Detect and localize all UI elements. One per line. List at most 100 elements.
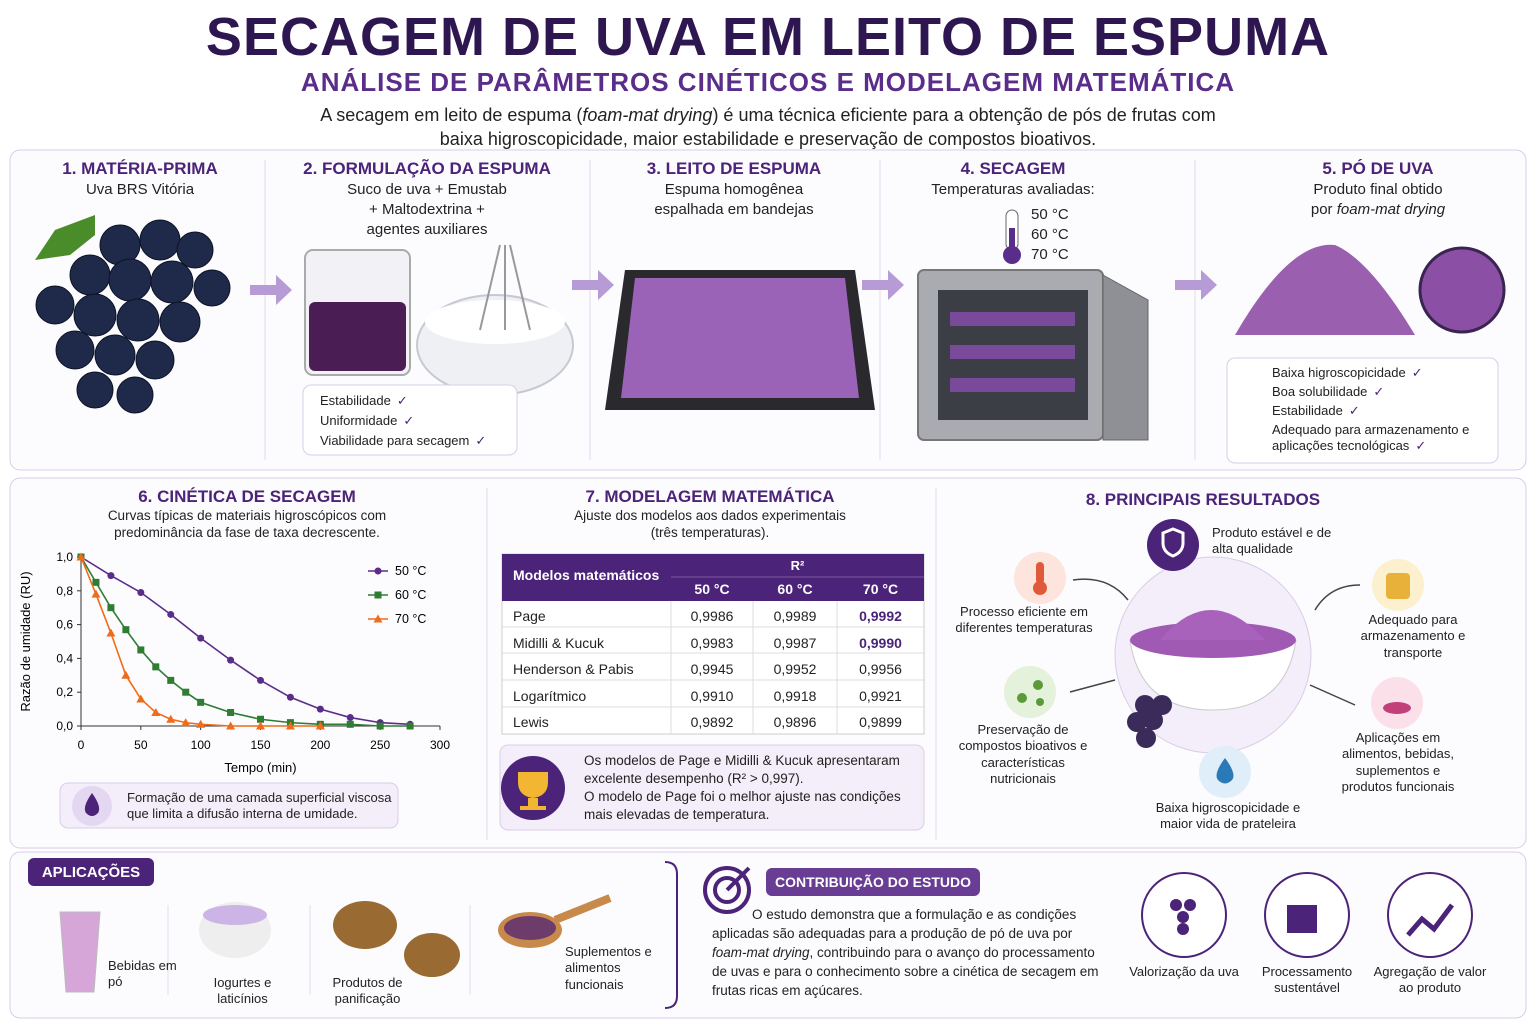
illustration	[1177, 923, 1189, 935]
illustration	[1004, 666, 1056, 718]
temperature: 50 °C	[1031, 206, 1069, 223]
illustration	[725, 866, 751, 892]
table-header: R²	[790, 558, 805, 573]
data-point	[91, 589, 101, 598]
intro: A secagem em leito de espuma (foam-mat d…	[300, 103, 1236, 151]
illustration	[504, 916, 556, 940]
data-point	[196, 719, 206, 728]
illustration	[713, 876, 741, 904]
data-point	[167, 676, 175, 684]
legend-label: 60 °C	[395, 588, 426, 602]
conclusion: Os modelos de Page e Midilli & Kucuk apr…	[584, 752, 919, 824]
x-tick-label: 50	[134, 738, 148, 752]
illustration	[116, 298, 160, 342]
table-cell: 0,9986	[690, 608, 734, 624]
application: Suplementos e alimentos funcionais	[565, 944, 652, 992]
y-tick-label: 0,2	[56, 685, 73, 699]
data-point	[107, 572, 115, 580]
check-icon: ✓	[475, 433, 487, 448]
check-item: Viabilidade para secagem ✓	[320, 433, 510, 449]
data-point	[285, 721, 295, 730]
table-cell: 0,9899	[859, 714, 902, 730]
data-point	[316, 705, 324, 713]
check-item: Baixa higroscopicidade ✓	[1272, 365, 1482, 381]
illustration	[950, 312, 1075, 392]
illustration	[950, 345, 1075, 359]
check-item: Uniformidade ✓	[320, 413, 510, 429]
illustration	[264, 160, 1196, 460]
table-cell: 0,9990	[859, 634, 902, 651]
conclusion-text: O modelo de Page foi o melhor ajuste nas…	[584, 789, 901, 822]
illustration	[193, 269, 231, 307]
benefit: Agregação de valor ao produto	[1373, 964, 1487, 996]
data-point	[227, 656, 235, 664]
data-point	[197, 634, 205, 642]
step-desc-text: por	[1310, 201, 1337, 218]
table-cell: Page	[513, 608, 546, 624]
illustration	[135, 340, 175, 380]
data-point	[257, 715, 264, 723]
data-point	[226, 721, 236, 730]
check-icon: ✓	[1411, 365, 1423, 380]
illustration	[1406, 903, 1454, 937]
illustration	[76, 371, 114, 409]
illustration	[1009, 228, 1015, 254]
table-header: 50 °C	[694, 581, 730, 597]
illustration	[73, 293, 117, 337]
illustration	[1017, 680, 1044, 706]
data-point	[181, 718, 191, 727]
result-item: Preservação de compostos bioativos e car…	[958, 722, 1088, 786]
application: Iogurtes e laticínios	[213, 975, 272, 1007]
result-item: Baixa higroscopicidade e maior vida de p…	[1155, 800, 1301, 832]
data-point	[166, 714, 176, 723]
check-icon: ✓	[403, 413, 415, 428]
illustration	[1418, 246, 1506, 334]
illustration	[302, 384, 518, 456]
table-cell: Midilli & Kucuk	[513, 634, 605, 651]
illustration	[250, 275, 292, 305]
step-desc: Espuma homogênea	[664, 181, 804, 198]
check-text: Uniformidade	[320, 413, 398, 428]
kinetics-chart: 0,0 0,2 0,4 0,6 0,8 1,0 0 50 100 150 200 250 300 Temp…	[18, 550, 450, 775]
check-item: Adequado para armazenamento e aplicações…	[1272, 422, 1482, 455]
illustration	[1102, 274, 1149, 441]
illustration	[108, 258, 152, 302]
illustration	[1170, 899, 1454, 937]
y-tick-label: 0,4	[56, 651, 73, 665]
illustration	[203, 905, 267, 925]
step-desc: + Maltodextrina +	[369, 201, 485, 218]
table-cell: 0,9952	[773, 661, 817, 677]
data-point	[376, 722, 384, 730]
check-item: Estabilidade ✓	[320, 393, 510, 409]
illustration	[1386, 573, 1410, 599]
contribution-text: O estudo demonstra que a formulação e as…	[712, 905, 1102, 1000]
illustration	[1387, 872, 1473, 958]
step-desc: Temperaturas avaliadas:	[931, 181, 1095, 198]
table-cell: 0,9956	[859, 661, 902, 677]
check-icon: ✓	[1373, 384, 1385, 399]
illustration	[1147, 519, 1199, 571]
step-title: 3. LEITO DE ESPUMA	[646, 159, 822, 178]
data-point	[92, 578, 100, 586]
illustration	[621, 278, 859, 398]
data-point	[286, 693, 294, 701]
check-item: Boa solubilidade ✓	[1272, 384, 1482, 400]
conclusion-line: Os modelos de Page e Midilli & Kucuk apr…	[584, 752, 919, 788]
legend-label: 70 °C	[395, 612, 426, 626]
benefit: Processamento sustentável	[1261, 964, 1353, 996]
illustration	[404, 933, 460, 977]
application: Produtos de panificação	[332, 975, 403, 1007]
check-text: Estabilidade	[1272, 403, 1343, 418]
check-item: Estabilidade ✓	[1272, 403, 1482, 419]
data-point	[167, 610, 175, 618]
y-tick-label: 1,0	[56, 550, 73, 564]
illustration	[139, 219, 181, 261]
illustration	[572, 270, 614, 300]
illustration	[1135, 695, 1155, 715]
check-text: Estabilidade	[320, 393, 391, 408]
data-point	[227, 708, 235, 716]
data-point	[107, 604, 115, 612]
illustration	[1033, 581, 1047, 595]
illustration	[1184, 899, 1196, 911]
illustration	[1160, 610, 1265, 640]
